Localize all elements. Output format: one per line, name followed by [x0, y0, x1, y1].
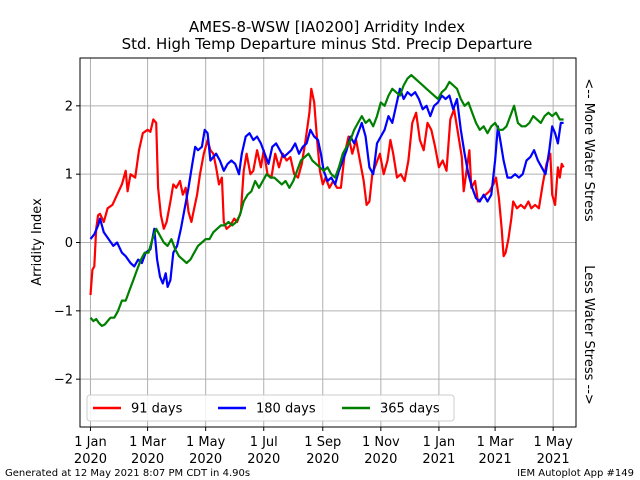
x-tick-label: 1 Jul [250, 435, 278, 450]
axis-ticks: 1 Jan 2020 1 Mar 2020 1 May 2020 1 Jul 2020 1 Se… [54, 99, 573, 467]
series-lines [89, 73, 565, 327]
y-tick-label: 1 [65, 168, 73, 183]
grid [80, 58, 576, 427]
x-tick-label: 1 Nov [362, 435, 400, 450]
x-tick-label: 1 Jan [74, 435, 106, 450]
x-tick-year: 2020 [131, 452, 164, 467]
right-label-less-stress: Less Water Stress --> [581, 265, 596, 405]
footer-generated: Generated at 12 May 2021 8:07 PM CDT in … [5, 468, 250, 479]
x-tick-year: 2020 [364, 452, 397, 467]
y-axis-label: Arridity Index [30, 198, 45, 286]
x-tick-year: 2021 [479, 452, 512, 467]
legend-label: 365 days [380, 402, 440, 417]
chart-title: AMES-8-WSW [IA0200] Arridity Index [189, 18, 465, 36]
x-tick-year: 2021 [537, 452, 570, 467]
y-tick-label: 0 [65, 236, 73, 251]
x-tick-label: 1 Mar [477, 435, 515, 450]
x-tick-label: 1 Jan [423, 435, 455, 450]
x-tick-year: 2020 [189, 452, 222, 467]
chart-subtitle: Std. High Temp Departure minus Std. Prec… [122, 35, 533, 53]
x-tick-year: 2021 [422, 452, 455, 467]
legend-box [86, 394, 455, 422]
x-tick-year: 2020 [74, 452, 107, 467]
x-tick-label: 1 May [186, 435, 226, 450]
y-tick-label: −2 [54, 373, 73, 388]
x-tick-label: 1 Mar [129, 435, 167, 450]
x-tick-label: 1 May [534, 435, 574, 450]
y-tick-label: 2 [65, 99, 73, 114]
legend: 91 days 180 days 365 days [86, 394, 455, 422]
legend-label: 91 days [131, 402, 183, 417]
x-tick-label: 1 Sep [304, 435, 341, 450]
footer-app: IEM Autoplot App #149 [517, 468, 634, 479]
legend-items: 91 days 180 days 365 days [93, 402, 440, 417]
right-label-more-stress: <-- More Water Stress [581, 78, 596, 222]
y-tick-label: −1 [54, 304, 73, 319]
series-line-365-days [89, 73, 564, 327]
legend-label: 180 days [256, 402, 316, 417]
x-tick-year: 2020 [247, 452, 280, 467]
x-tick-year: 2020 [306, 452, 339, 467]
